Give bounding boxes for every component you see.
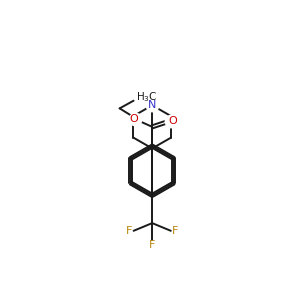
- Text: N: N: [148, 100, 156, 110]
- Text: F: F: [172, 226, 178, 236]
- Text: H$_3$C: H$_3$C: [136, 91, 158, 104]
- Text: O: O: [168, 116, 177, 126]
- Text: F: F: [149, 240, 155, 250]
- Text: F: F: [126, 226, 132, 236]
- Text: O: O: [129, 114, 138, 124]
